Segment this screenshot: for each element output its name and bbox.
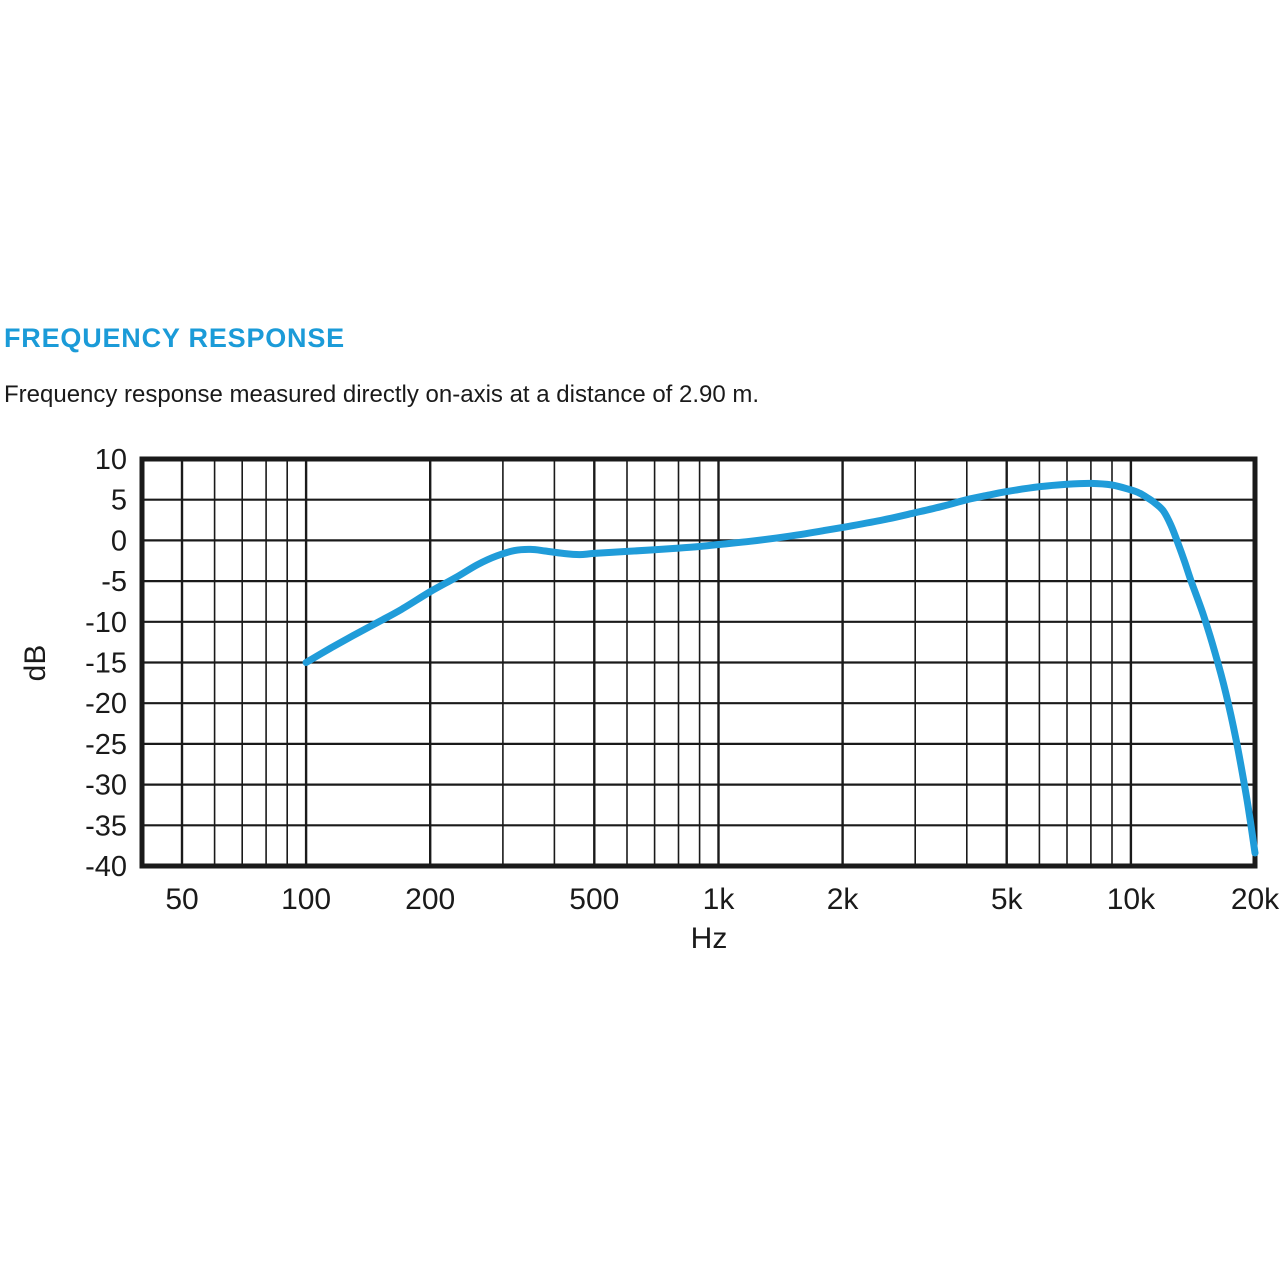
x-tick-label: 10k [1107,883,1156,916]
chart-title: FREQUENCY RESPONSE [4,323,345,353]
response-curve [302,479,1259,857]
plot-border [139,456,1258,869]
y-tick-label: -35 [85,810,127,842]
x-tick-label: 200 [405,883,455,916]
y-tick-label: 10 [95,444,127,476]
y-tick-label: -15 [85,648,127,680]
x-tick-label: 100 [281,883,331,916]
x-tick-label: 5k [991,883,1024,916]
y-tick-label: 0 [111,525,127,557]
x-axis-label: Hz [690,922,728,955]
x-tick-label: 20k [1231,883,1280,916]
x-tick-label: 2k [827,883,860,916]
y-tick-label: -20 [85,688,127,720]
y-tick-label: -5 [101,566,127,598]
x-tick-label: 1k [703,883,736,916]
y-axis-label: dB [19,644,52,682]
y-tick-label: -40 [85,851,127,883]
y-tick-label: -25 [85,729,127,761]
chart-subtitle: Frequency response measured directly on-… [4,381,760,408]
x-tick-label: 50 [165,883,198,916]
y-tick-label: -10 [85,607,127,639]
y-tick-label: 5 [111,485,127,517]
y-tick-label: -30 [85,770,127,802]
x-tick-label: 500 [569,883,619,916]
